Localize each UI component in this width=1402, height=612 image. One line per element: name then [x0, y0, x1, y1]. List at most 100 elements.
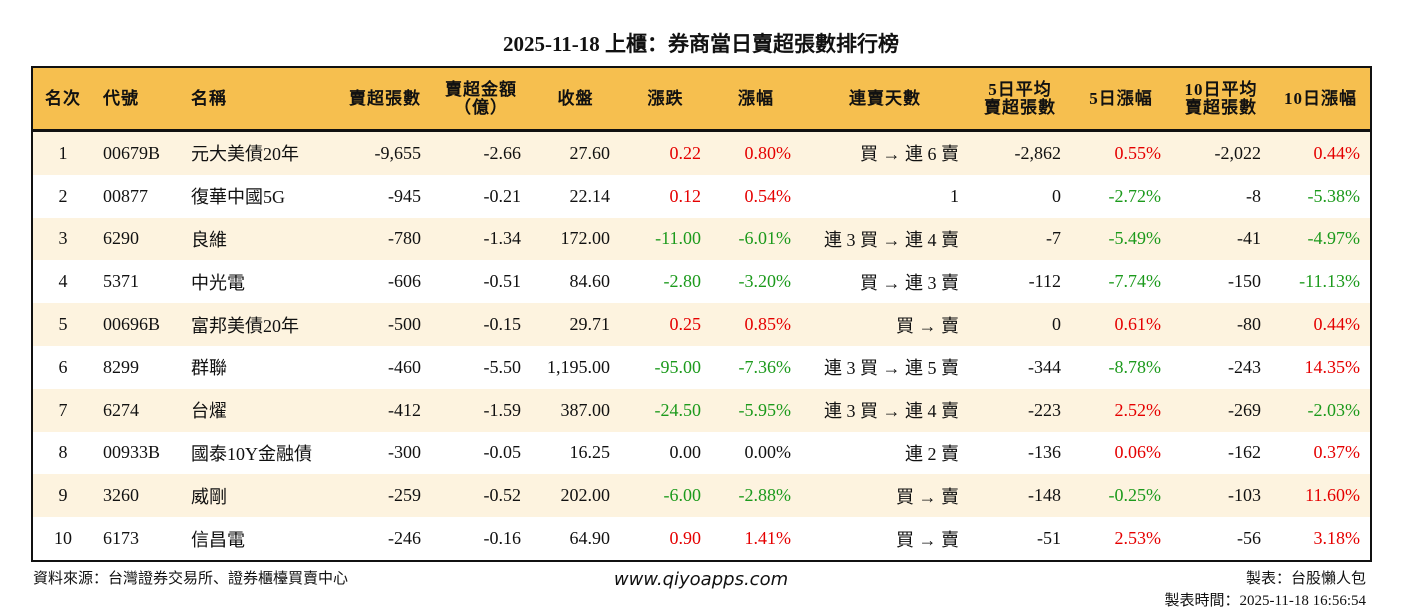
- table-cell: -1.59: [431, 388, 531, 432]
- table-cell: -259: [331, 474, 431, 518]
- table-cell: 00679B: [93, 130, 181, 175]
- table-cell: -269: [1171, 388, 1271, 432]
- table-cell: 0.61%: [1071, 303, 1171, 346]
- table-cell: 0.00: [669, 442, 702, 463]
- table-cell: 00696B: [93, 303, 181, 346]
- table-cell: -2.03%: [1271, 388, 1371, 432]
- table-cell: -5.38%: [1307, 185, 1361, 206]
- table-cell: 1.41%: [744, 528, 792, 549]
- table-cell: 0.37%: [1313, 442, 1361, 463]
- table-header: 名次 代號 名稱 賣超張數 賣超金額 （億） 收盤 漲跌 漲幅 連賣天數 5日平均 賣超張數 5日漲…: [32, 67, 1371, 132]
- table-cell: -7.74%: [1108, 271, 1162, 292]
- data-source: 資料來源：台灣證券交易所、證券櫃檯買賣中心: [33, 571, 349, 587]
- table-cell: 27.60: [531, 130, 620, 175]
- table-cell: -0.52: [431, 474, 531, 518]
- column-header: 連賣天數: [801, 67, 969, 132]
- table-cell: 0.06%: [1114, 442, 1162, 463]
- website-link[interactable]: www.qiyoapps.com: [613, 569, 789, 590]
- table-cell: 買 → 賣: [801, 303, 969, 346]
- table-cell: 中光電: [191, 272, 245, 293]
- table-cell: -6.01%: [711, 217, 801, 261]
- table-cell: -41: [1171, 217, 1271, 261]
- table-cell: 0.44%: [1271, 303, 1371, 346]
- table-cell: -112: [1028, 271, 1061, 292]
- table-row: 7 6274 台燿 -412 -1.59 387.00 -24.50 -5.95% 連 3 買 …: [32, 388, 1371, 432]
- table-cell: 0.44%: [1271, 130, 1371, 175]
- table-cell: 台燿: [181, 388, 331, 432]
- table-cell: -0.16: [483, 528, 522, 549]
- table-cell: -412: [331, 388, 431, 432]
- table-cell: -7: [969, 217, 1071, 261]
- column-header: 代號: [93, 67, 181, 132]
- table-cell: -0.05: [483, 442, 522, 463]
- table-cell: -500: [331, 303, 431, 346]
- table-cell: -2,862: [969, 130, 1071, 175]
- table-cell: -5.49%: [1071, 217, 1171, 261]
- table-row: 2 00877 復華中國5G -945 -0.21 22.14 0.12 0.54% 1 0 -2.…: [32, 175, 1371, 218]
- table-cell: -56: [1237, 528, 1261, 549]
- table-cell: 群聯: [191, 358, 227, 379]
- table-cell: -300: [388, 442, 421, 463]
- table-cell: 5371: [103, 271, 139, 292]
- table-cell: -95.00: [654, 356, 702, 377]
- table-cell: -344: [1028, 356, 1061, 377]
- table-cell: -5.50: [483, 356, 522, 377]
- table-cell: 2.52%: [1071, 388, 1171, 432]
- table-cell: 6274: [93, 388, 181, 432]
- table-cell: -2,022: [1171, 130, 1271, 175]
- table-row: 1 00679B 元大美債20年 -9,655 -2.66 27.60 0.22 0.80% 買…: [32, 130, 1371, 175]
- table-cell: 9: [32, 474, 93, 518]
- table-cell: 威剛: [181, 474, 331, 518]
- table-row: 10 6173 信昌電 -246 -0.16 64.90 0.90 1.41% 買 → 賣 -51…: [32, 517, 1371, 561]
- table-cell: 0.25: [620, 303, 711, 346]
- column-header: 賣超張數: [331, 67, 431, 132]
- table-cell: -945: [388, 185, 421, 206]
- table-cell: 16.25: [569, 442, 611, 463]
- table-cell: 14.35%: [1304, 356, 1361, 377]
- table-cell: -1.34: [431, 217, 531, 261]
- generated-time: 製表時間：2025-11-18 16:56:54: [1164, 593, 1366, 609]
- column-header: 5日平均 賣超張數: [969, 67, 1071, 132]
- table-cell: 84.60: [569, 271, 611, 292]
- table-cell: 元大美債20年: [181, 130, 331, 175]
- table-cell: -8: [1246, 185, 1261, 206]
- table-row: 9 3260 威剛 -259 -0.52 202.00 -6.00 -2.88% 買 → 賣 -1…: [32, 474, 1371, 518]
- table-cell: 172.00: [531, 217, 620, 261]
- table-row: 3 6290 良維 -780 -1.34 172.00 -11.00 -6.01% 連 3 買 …: [32, 217, 1371, 261]
- table-cell: -24.50: [620, 388, 711, 432]
- table-cell: -5.95%: [711, 388, 801, 432]
- table-cell: -460: [388, 356, 421, 377]
- table-cell: -246: [388, 528, 421, 549]
- table-cell: 00877: [103, 185, 148, 206]
- table-cell: 0.85%: [711, 303, 801, 346]
- table-cell: 6173: [103, 528, 139, 549]
- table-cell: 6290: [93, 217, 181, 261]
- table-cell: 國泰10Y金融債: [191, 443, 312, 464]
- table-row: 6 8299 群聯 -460 -5.50 1,195.00 -95.00 -7.36% 連 3 …: [32, 346, 1371, 389]
- table-cell: -0.15: [431, 303, 531, 346]
- table-cell: 買 → 賣: [896, 529, 959, 550]
- table-cell: 0.12: [669, 185, 702, 206]
- table-cell: -8.78%: [1108, 356, 1162, 377]
- table-cell: -11.00: [620, 217, 711, 261]
- table-cell: -9,655: [331, 130, 431, 175]
- table-cell: 買 → 連 3 賣: [860, 272, 959, 293]
- table-cell: 3.18%: [1313, 528, 1361, 549]
- table-cell: -2.80: [663, 271, 702, 292]
- column-header: 名稱: [181, 67, 331, 132]
- table-cell: 0.80%: [711, 130, 801, 175]
- table-cell: -80: [1171, 303, 1271, 346]
- author: 製表：台股懶人包: [1245, 571, 1366, 587]
- table-cell: -103: [1171, 474, 1271, 518]
- table-cell: 0.90: [669, 528, 702, 549]
- table-cell: -0.51: [483, 271, 522, 292]
- table-cell: 4: [58, 271, 68, 292]
- table-cell: -136: [1028, 442, 1061, 463]
- table-cell: 1: [950, 185, 959, 206]
- table-cell: 1,195.00: [547, 356, 610, 377]
- table-cell: 1: [32, 130, 93, 175]
- table-cell: -6.00: [620, 474, 711, 518]
- table-cell: -223: [969, 388, 1071, 432]
- table-cell: 富邦美債20年: [181, 303, 331, 346]
- table-cell: 3260: [93, 474, 181, 518]
